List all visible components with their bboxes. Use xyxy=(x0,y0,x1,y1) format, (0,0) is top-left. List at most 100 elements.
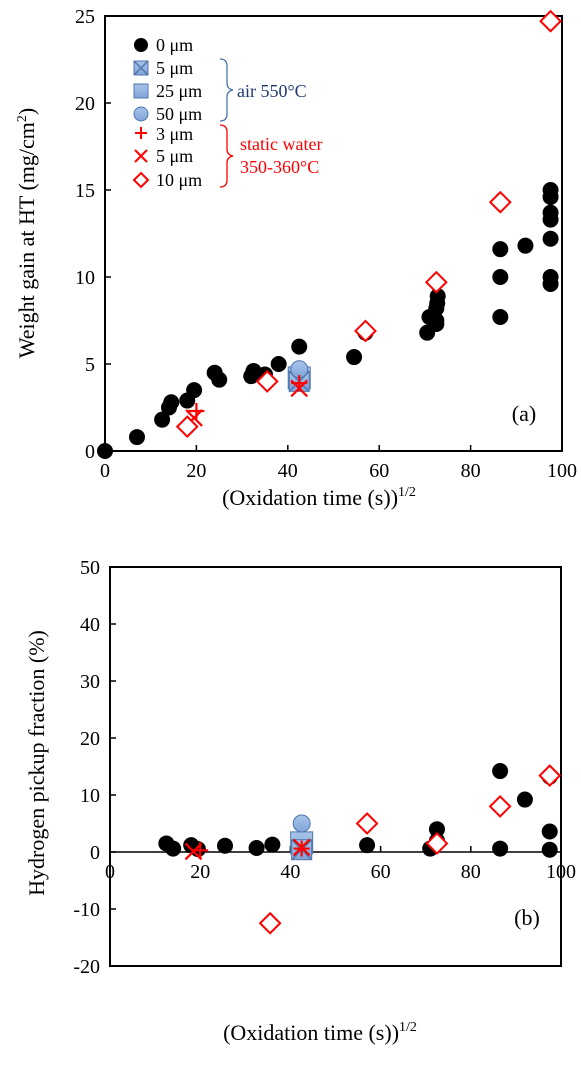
point-circle-black xyxy=(291,338,308,355)
y-tick-label: 0 xyxy=(85,441,95,463)
legend-label-5um-air: 5 μm xyxy=(156,58,193,78)
point-circle-black xyxy=(186,382,203,399)
point-circle-black xyxy=(163,394,180,411)
plot-frame-b-box xyxy=(109,566,562,967)
y-axis-label-b: Hydrogen pickup fraction (%) xyxy=(24,630,49,896)
legend-marker-0um xyxy=(134,38,148,52)
x-tick-label: 0 xyxy=(100,460,110,482)
y-tick-label: 5 xyxy=(85,354,95,376)
point-circle-black xyxy=(517,237,534,254)
y-tick-label: 20 xyxy=(80,728,100,750)
point-circle-black xyxy=(428,312,445,329)
point-circle-black xyxy=(542,230,559,247)
legend-label-3um: 3 μm xyxy=(156,124,193,144)
point-circle-black xyxy=(429,288,446,305)
legend-label-10um: 10 μm xyxy=(156,170,202,190)
point-diamond-red xyxy=(354,319,377,343)
point-diamond-red xyxy=(424,270,448,294)
point-circle-black xyxy=(165,840,182,857)
point-x-red xyxy=(292,838,311,857)
legend-marker-3um xyxy=(135,127,147,139)
point-circle-black xyxy=(542,188,559,205)
point-circle-black xyxy=(154,411,171,428)
legend-brace-water xyxy=(219,124,234,188)
y-tick-label: 40 xyxy=(80,614,100,636)
x-axis-label-a-sup: 1/2 xyxy=(398,485,416,500)
point-circle-black xyxy=(346,349,363,366)
point-circle-black xyxy=(248,840,265,857)
points-a xyxy=(97,9,562,459)
point-circle-black xyxy=(542,211,559,228)
point-circle-black xyxy=(492,241,509,258)
points-b xyxy=(158,763,562,935)
point-diamond-red xyxy=(488,190,512,214)
legend-marker-5um-water xyxy=(134,149,148,163)
point-diamond-red xyxy=(175,415,199,439)
point-circle-black xyxy=(217,837,234,854)
x-axis-label-b: (Oxidation time (s))1/2 xyxy=(223,1020,417,1045)
legend-marker-50um xyxy=(133,106,149,122)
point-diamond-red xyxy=(255,369,279,393)
plot-frame-a xyxy=(104,15,563,452)
ticks-a: 0 5 10 15 20 25 0 20 40 60 80 100 xyxy=(75,6,577,482)
x-tick-label: 100 xyxy=(546,861,576,883)
x-tick-label: 20 xyxy=(186,460,206,482)
point-circle-black xyxy=(492,840,509,857)
x-tick-label: 80 xyxy=(461,861,481,883)
y-tick-label: 50 xyxy=(80,557,100,579)
point-circle-black xyxy=(492,763,509,780)
x-axis-label-a: (Oxidation time (s))1/2 xyxy=(222,485,416,510)
chart-a: 0 5 10 15 20 25 0 20 40 60 80 100 (a) Weight gain a… xyxy=(14,6,577,510)
x-tick-label: 40 xyxy=(278,460,298,482)
legend-label-50um: 50 μm xyxy=(156,104,202,124)
legend-label-5um-water: 5 μm xyxy=(156,146,193,166)
point-circle-black xyxy=(428,821,445,838)
x-axis-label-b-main: (Oxidation time (s)) xyxy=(223,1020,399,1045)
point-circle-black xyxy=(492,309,509,326)
point-circle-black xyxy=(516,791,533,808)
legend-marker-5um-air xyxy=(133,60,149,76)
y-tick-label: 0 xyxy=(90,842,100,864)
panel-label-b: (b) xyxy=(514,905,540,930)
legend-marker-25um xyxy=(133,83,149,99)
legend-label-0um: 0 μm xyxy=(156,35,193,55)
point-circle-black xyxy=(541,841,558,858)
y-axis-label-a-tail: ) xyxy=(14,108,39,115)
y-tick-label: 20 xyxy=(75,93,95,115)
y-axis-label-a: Weight gain at HT (mg/cm2) xyxy=(14,108,39,358)
point-diamond-red xyxy=(488,794,512,818)
point-circle-black xyxy=(492,269,509,285)
x-tick-label: 20 xyxy=(190,861,210,883)
legend-brace-air xyxy=(219,58,234,122)
point-x-red xyxy=(184,842,203,861)
x-tick-label: 60 xyxy=(371,861,391,883)
x-axis-label-a-main: (Oxidation time (s)) xyxy=(222,485,398,510)
y-tick-label: 15 xyxy=(75,180,95,202)
point-circle-black xyxy=(264,836,281,853)
legend-a: 0 μm 5 μm 25 μm 50 μm 3 μm 5 μm xyxy=(132,35,322,190)
legend-label-25um: 25 μm xyxy=(156,81,202,101)
point-diamond-red xyxy=(425,832,449,855)
x-tick-label: 40 xyxy=(280,861,300,883)
y-axis-label-a-main: Weight gain at HT (mg/cm xyxy=(14,122,39,358)
y-tick-label: -10 xyxy=(73,899,100,921)
legend-group-water-1: static water xyxy=(240,134,322,154)
y-tick-label: 25 xyxy=(75,6,95,28)
legend-group-water-2: 350-360°C xyxy=(240,157,319,177)
point-x-red xyxy=(290,379,309,398)
point-circle-black xyxy=(270,356,287,372)
point-diamond-red xyxy=(258,911,282,935)
legend-group-air: air 550°C xyxy=(237,81,307,101)
point-diamond-red xyxy=(355,812,379,835)
panel-label-a: (a) xyxy=(512,401,536,426)
x-tick-label: 80 xyxy=(461,460,481,482)
point-circle-black xyxy=(542,275,559,292)
y-tick-label: 10 xyxy=(75,267,95,289)
point-circle-black xyxy=(359,837,376,854)
point-circle-black xyxy=(541,823,558,840)
y-tick-label: 30 xyxy=(80,671,100,693)
y-tick-label: 10 xyxy=(80,785,100,807)
point-diamond-red xyxy=(538,764,562,788)
